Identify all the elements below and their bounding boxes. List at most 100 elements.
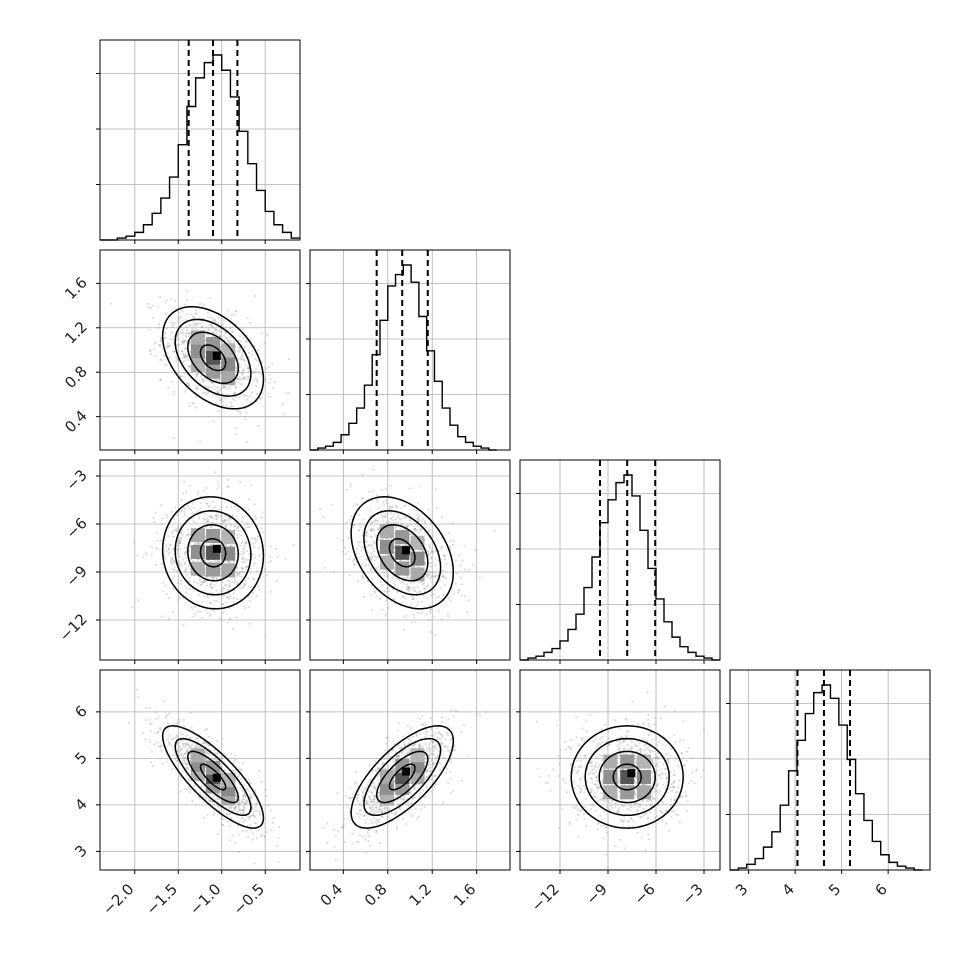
- scatter-point-1-0: [154, 354, 157, 357]
- scatter-point-2-1: [344, 552, 347, 556]
- scatter-point-2-0: [258, 588, 261, 591]
- scatter-point-3-2: [583, 805, 586, 809]
- scatter-point-1-0: [196, 322, 200, 326]
- scatter-point-2-1: [437, 610, 440, 613]
- scatter-point-3-1: [415, 734, 418, 738]
- scatter-point-2-0: [198, 517, 201, 520]
- scatter-point-1-0: [210, 325, 213, 328]
- scatter-point-1-0: [259, 396, 262, 399]
- scatter-point-2-1: [430, 630, 433, 634]
- scatter-point-2-1: [370, 528, 373, 531]
- scatter-point-2-0: [243, 527, 246, 530]
- scatter-point-2-1: [376, 528, 379, 531]
- scatter-point-3-1: [430, 716, 433, 720]
- scatter-point-2-1: [385, 599, 388, 602]
- scatter-point-3-2: [653, 716, 657, 720]
- scatter-point-2-1: [378, 598, 381, 601]
- scatter-point-2-0: [251, 591, 255, 595]
- scatter-point-2-1: [420, 528, 423, 531]
- scatter-point-1-0: [200, 378, 203, 381]
- scatter-point-2-1: [410, 532, 413, 536]
- scatter-point-1-0: [182, 355, 186, 359]
- scatter-point-2-1: [406, 576, 409, 579]
- scatter-point-1-0: [239, 347, 242, 350]
- scatter-point-1-0: [175, 356, 178, 359]
- scatter-point-2-0: [165, 513, 168, 516]
- scatter-point-2-1: [426, 550, 430, 553]
- scatter-point-3-0: [223, 768, 226, 772]
- scatter-point-3-1: [326, 822, 329, 825]
- scatter-point-2-1: [386, 575, 389, 578]
- scatter-point-3-2: [569, 823, 572, 826]
- scatter-point-3-2: [645, 805, 648, 808]
- scatter-point-2-0: [162, 581, 165, 584]
- scatter-point-3-1: [392, 760, 395, 763]
- scatter-point-2-1: [372, 540, 375, 543]
- scatter-point-2-0: [211, 500, 214, 503]
- scatter-point-3-2: [627, 748, 630, 751]
- y-tick-label-2-3: −3: [62, 466, 90, 494]
- scatter-point-3-2: [614, 845, 617, 848]
- scatter-point-3-0: [253, 815, 256, 819]
- scatter-point-1-0: [172, 437, 176, 440]
- density-cell-3-0: [206, 760, 221, 775]
- scatter-point-2-0: [239, 587, 242, 590]
- scatter-point-2-0: [142, 556, 145, 559]
- scatter-point-3-0: [183, 758, 186, 762]
- scatter-point-1-0: [264, 367, 267, 370]
- scatter-point-3-0: [232, 760, 235, 763]
- scatter-point-2-0: [161, 590, 165, 593]
- scatter-point-3-0: [148, 740, 151, 743]
- scatter-point-2-1: [406, 524, 409, 528]
- scatter-point-2-0: [197, 543, 200, 546]
- scatter-point-2-1: [461, 559, 464, 562]
- scatter-point-3-1: [366, 831, 369, 834]
- scatter-point-3-0: [188, 746, 192, 749]
- scatter-point-2-1: [434, 557, 437, 560]
- scatter-point-2-0: [188, 587, 191, 591]
- density-cell-2-0: [190, 528, 205, 543]
- scatter-point-1-0: [181, 341, 184, 344]
- scatter-point-2-0: [170, 557, 173, 560]
- scatter-point-2-0: [225, 518, 228, 521]
- scatter-point-3-1: [439, 768, 442, 772]
- scatter-point-1-0: [185, 289, 188, 292]
- scatter-point-2-0: [216, 517, 219, 520]
- scatter-point-1-0: [244, 417, 247, 420]
- scatter-point-2-0: [218, 508, 221, 511]
- scatter-point-1-0: [190, 313, 193, 316]
- scatter-point-3-2: [601, 741, 604, 744]
- scatter-point-2-1: [431, 534, 434, 538]
- scatter-point-3-0: [186, 767, 189, 770]
- scatter-point-1-0: [238, 375, 241, 378]
- scatter-point-1-0: [192, 316, 195, 319]
- scatter-point-2-0: [224, 520, 227, 523]
- scatter-point-1-0: [242, 336, 245, 339]
- scatter-point-1-0: [172, 350, 175, 353]
- scatter-point-3-0: [265, 830, 268, 834]
- scatter-point-2-0: [193, 506, 196, 509]
- x-tick-label-0-2: −1.0: [186, 880, 224, 918]
- scatter-point-1-0: [210, 322, 213, 325]
- scatter-point-2-0: [202, 580, 205, 584]
- scatter-point-1-0: [208, 380, 211, 383]
- scatter-point-3-0: [148, 718, 151, 721]
- scatter-point-2-1: [448, 539, 452, 542]
- scatter-point-3-0: [239, 808, 242, 811]
- scatter-point-2-0: [210, 601, 213, 604]
- scatter-point-2-1: [417, 601, 420, 604]
- scatter-point-1-0: [213, 378, 217, 381]
- scatter-point-1-0: [200, 375, 203, 378]
- scatter-point-2-0: [253, 537, 256, 540]
- scatter-point-3-0: [168, 712, 171, 715]
- scatter-point-2-0: [212, 576, 215, 579]
- scatter-point-2-1: [350, 515, 353, 518]
- scatter-panel-3-2: −12 −9 −6 −3: [516, 669, 721, 915]
- scatter-point-3-0: [249, 797, 252, 800]
- scatter-point-2-1: [322, 515, 325, 519]
- scatter-point-3-2: [674, 757, 678, 760]
- scatter-point-2-0: [199, 610, 202, 613]
- scatter-point-3-2: [656, 765, 659, 768]
- scatter-point-2-0: [244, 541, 247, 544]
- scatter-point-3-0: [198, 797, 202, 800]
